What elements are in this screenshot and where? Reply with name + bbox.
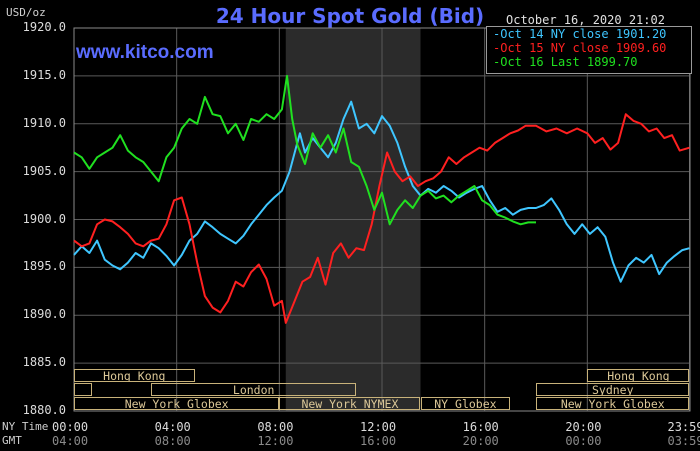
y-tick-label: 1900.0 bbox=[22, 211, 66, 226]
x-tick-label-ny: 20:00 bbox=[565, 420, 602, 434]
x-tick-label-ny: 12:00 bbox=[360, 420, 397, 434]
legend-entry-oct16: -Oct 16 Last 1899.70 bbox=[493, 55, 638, 69]
x-tick-label-ny: 04:00 bbox=[154, 420, 191, 434]
brand-link[interactable]: www.kitco.com bbox=[76, 42, 214, 63]
y-tick-label: 1895.0 bbox=[22, 259, 66, 274]
chart-title: 24 Hour Spot Gold (Bid) bbox=[215, 4, 485, 28]
plot-border bbox=[73, 27, 691, 412]
y-tick-label: 1920.0 bbox=[22, 20, 66, 34]
series-line-2 bbox=[73, 74, 536, 226]
session-bar: London bbox=[151, 383, 357, 396]
timestamp: October 16, 2020 21:02 bbox=[506, 13, 665, 27]
session-bar: New York Globex bbox=[74, 397, 280, 410]
y-tick-label: 1910.0 bbox=[22, 115, 66, 130]
y-tick-label: 1890.0 bbox=[22, 307, 66, 322]
y-tick-label: 1915.0 bbox=[22, 67, 66, 82]
session-bar: Sydney bbox=[536, 383, 690, 396]
x-tick-label-gmt: 03:59 bbox=[667, 434, 700, 448]
legend-entry-oct14: -Oct 14 NY close 1901.20 bbox=[493, 27, 667, 41]
x-tick-label-ny: 08:00 bbox=[257, 420, 294, 434]
series-line-0 bbox=[73, 100, 690, 283]
legend-entry-oct15: -Oct 15 NY close 1909.60 bbox=[493, 41, 667, 55]
x-tick-label-gmt: 00:00 bbox=[565, 434, 602, 448]
session-bar: New York NYMEX bbox=[279, 397, 421, 410]
y-axis-unit-label: USD/oz bbox=[6, 6, 46, 19]
ny-time-row-label: NY Time bbox=[2, 420, 49, 433]
session-bar: Hong Kong bbox=[74, 369, 195, 382]
gmt-row-label: GMT bbox=[2, 434, 22, 447]
series-line-1 bbox=[73, 113, 690, 324]
x-tick-label-gmt: 08:00 bbox=[154, 434, 191, 448]
session-bar: NY Globex bbox=[420, 397, 511, 410]
x-tick-label-gmt: 04:00 bbox=[52, 434, 89, 448]
x-tick-label-gmt: 12:00 bbox=[257, 434, 294, 448]
session-bar: Hong Kong bbox=[587, 369, 690, 382]
y-tick-label: 1905.0 bbox=[22, 163, 66, 178]
legend: -Oct 14 NY close 1901.20 -Oct 15 NY clos… bbox=[486, 26, 692, 74]
x-tick-label-gmt: 20:00 bbox=[462, 434, 499, 448]
y-tick-label: 1880.0 bbox=[22, 403, 66, 417]
x-tick-label-ny: 23:59 bbox=[667, 420, 700, 434]
x-tick-label-ny: 00:00 bbox=[52, 420, 89, 434]
y-tick-label: 1885.0 bbox=[22, 355, 66, 370]
x-tick-label-ny: 16:00 bbox=[462, 420, 499, 434]
session-bar: New York Globex bbox=[536, 397, 690, 410]
x-tick-label-gmt: 16:00 bbox=[360, 434, 397, 448]
session-bar bbox=[74, 383, 92, 396]
